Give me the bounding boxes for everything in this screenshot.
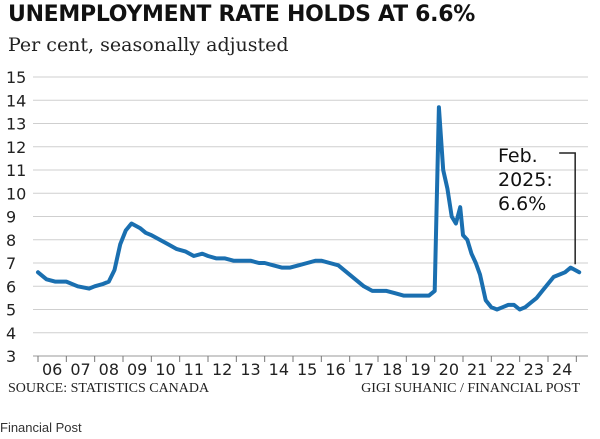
x-tick-label-17: 17 (354, 360, 374, 379)
x-tick-label-07: 07 (70, 360, 90, 379)
chart-subtitle: Per cent, seasonally adjusted (8, 34, 289, 56)
x-tick-label-12: 12 (212, 360, 232, 379)
annotation-text-line-1: Feb. (498, 145, 538, 167)
x-tick-label-20: 20 (439, 360, 459, 379)
x-tick-label-13: 13 (240, 360, 260, 379)
annotation-leader-line (559, 152, 576, 265)
publication-footer: Financial Post (0, 420, 82, 435)
y-tick-label-14: 14 (6, 91, 26, 110)
x-tick-label-16: 16 (325, 360, 345, 379)
x-tick-label-15: 15 (297, 360, 317, 379)
x-tick-label-09: 09 (127, 360, 147, 379)
y-tick-label-12: 12 (6, 138, 26, 157)
chart-credit: GIGI SUHANIC / FINANCIAL POST (361, 381, 580, 396)
x-tick-label-10: 10 (155, 360, 175, 379)
x-tick-label-14: 14 (269, 360, 289, 379)
x-tick-label-06: 06 (42, 360, 62, 379)
x-tick-label-11: 11 (184, 360, 204, 379)
chart-title: UNEMPLOYMENT RATE HOLDS AT 6.6% (8, 2, 475, 27)
line-chart: 3 4 5 6 7 8 9 10 11 12 13 14 15 06 07 08 09 10 11 12 13 14 15 1… (6, 68, 588, 379)
y-tick-label-4: 4 (6, 324, 16, 343)
x-tick-label-21: 21 (467, 360, 487, 379)
y-tick-label-13: 13 (6, 115, 26, 134)
y-tick-label-5: 5 (6, 301, 16, 320)
x-tick-label-24: 24 (552, 360, 572, 379)
x-tick-label-19: 19 (410, 360, 430, 379)
x-tick-label-18: 18 (382, 360, 402, 379)
chart-source: SOURCE: STATISTICS CANADA (8, 381, 210, 396)
x-tick-label-23: 23 (524, 360, 544, 379)
series-line-unemployment-rate (36, 105, 582, 312)
y-tick-label-11: 11 (6, 161, 26, 180)
y-tick-label-8: 8 (6, 231, 16, 250)
x-tick-label-22: 22 (495, 360, 515, 379)
y-tick-label-10: 10 (6, 184, 26, 203)
x-tick-label-08: 08 (99, 360, 119, 379)
y-tick-label-6: 6 (6, 277, 16, 296)
y-tick-label-15: 15 (6, 68, 26, 87)
y-tick-label-3: 3 (6, 347, 16, 366)
annotation-text-line-3: 6.6% (498, 193, 546, 215)
annotation-text-line-2: 2025: (498, 169, 553, 191)
y-tick-label-7: 7 (6, 254, 16, 273)
y-tick-label-9: 9 (6, 208, 16, 227)
